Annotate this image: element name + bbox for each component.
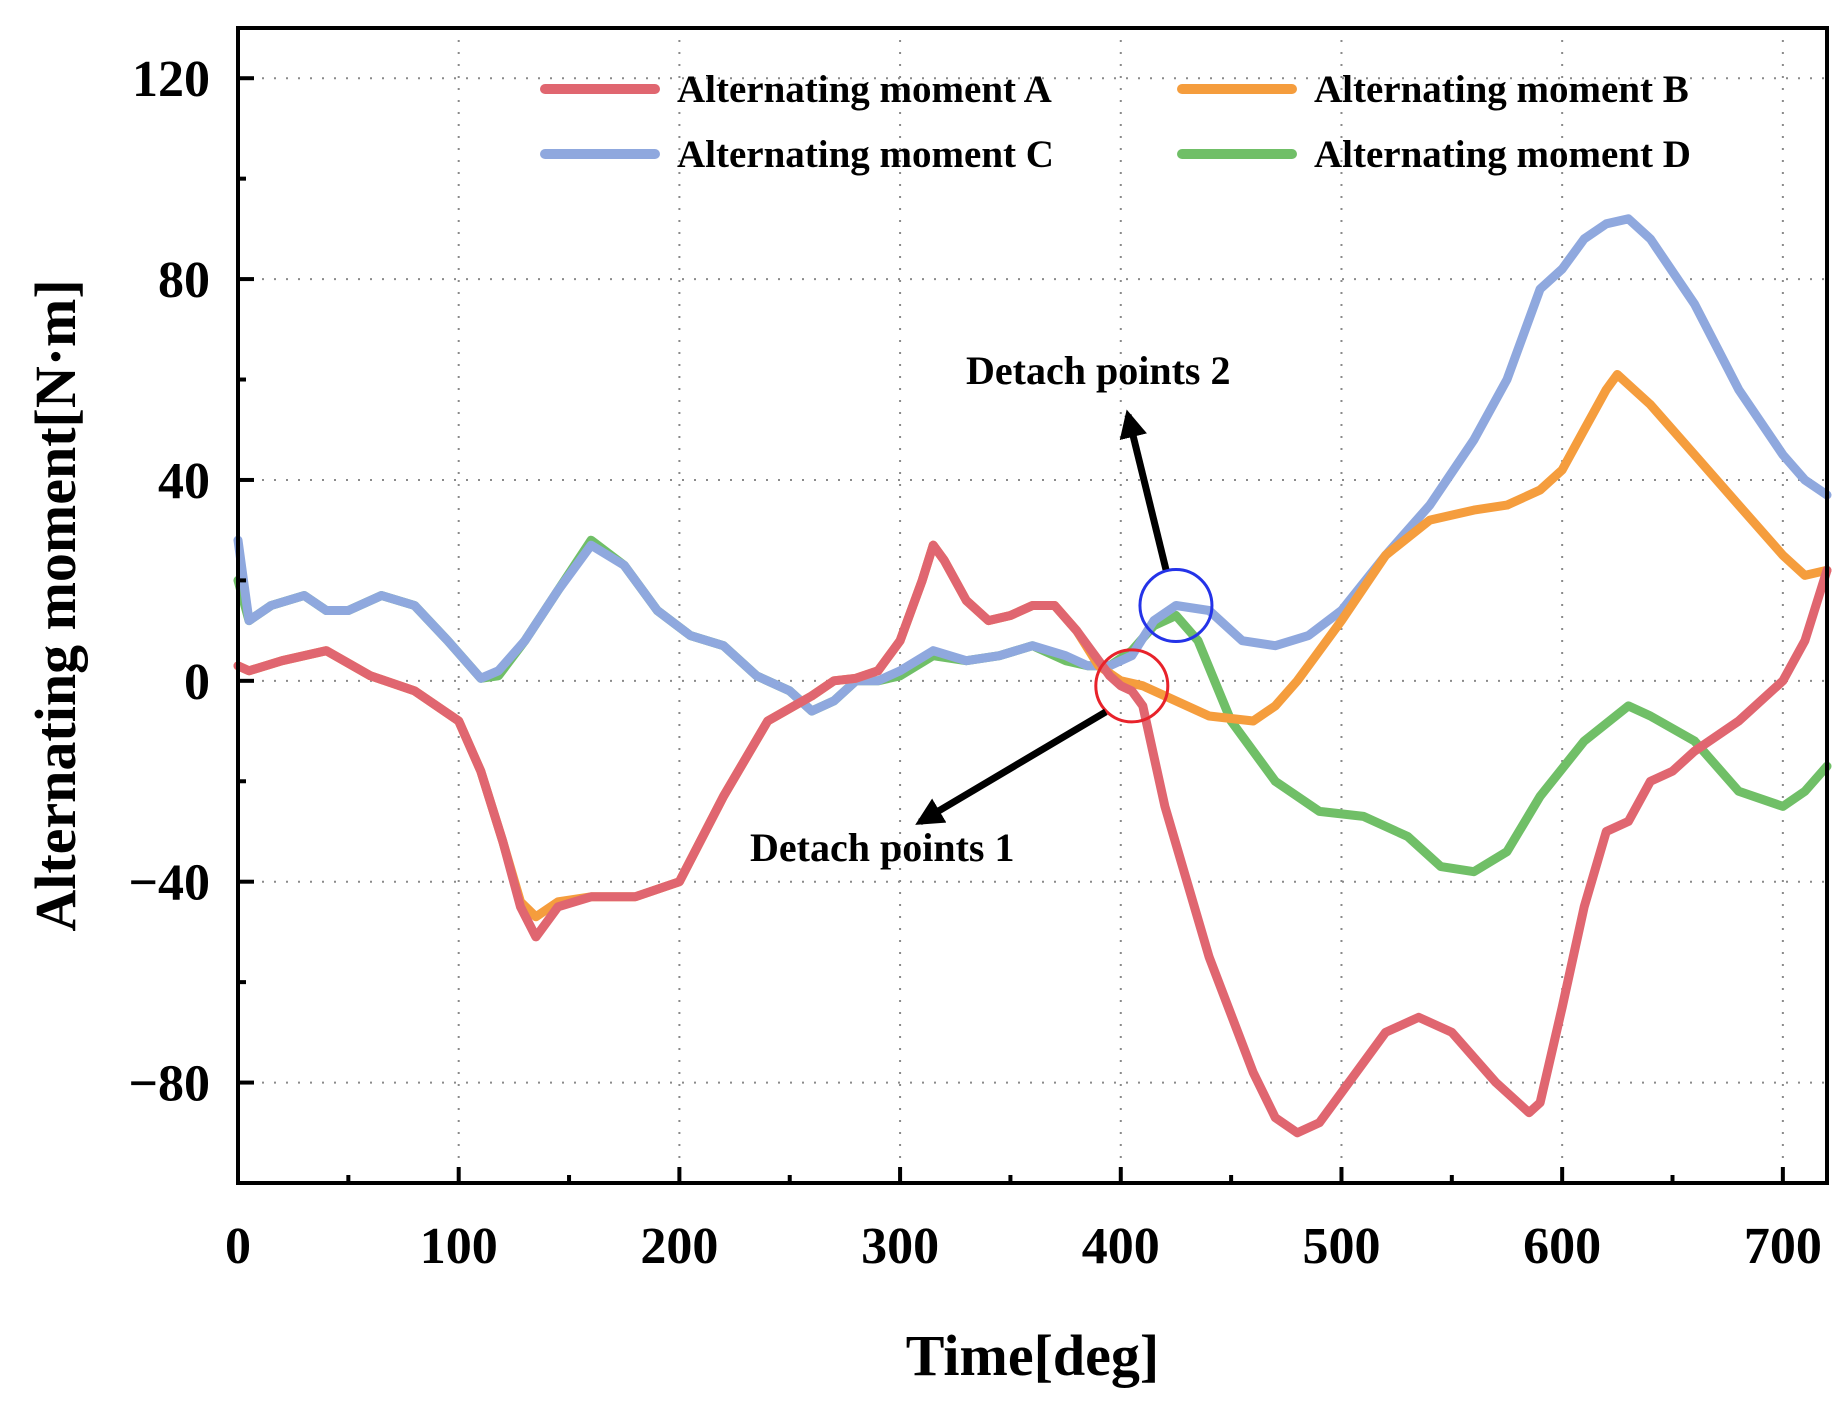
annotations: Detach points 1 Detach points 2 (750, 348, 1230, 870)
legend-label-b: Alternating moment B (1314, 68, 1689, 111)
x-axis-title: Time[deg] (906, 1323, 1159, 1388)
y-axis-title: Alternating moment[N·m] (23, 279, 88, 931)
detach-point-1-label: Detach points 1 (750, 825, 1014, 870)
legend-label-a: Alternating moment A (677, 68, 1052, 111)
detach-point-1-arrow (915, 708, 1108, 826)
y-tick-label: 80 (158, 252, 210, 309)
axis-ticks: 0 100 200 300 400 500 600 700 −80 −40 0 40 80 120 (128, 51, 1822, 1275)
legend-label-c: Alternating moment C (677, 133, 1054, 176)
x-tick-label: 200 (640, 1218, 718, 1275)
legend: Alternating moment A Alternating moment B… (540, 68, 1691, 176)
plot-frame (236, 26, 1829, 1185)
series-line-c (233, 214, 1832, 716)
plot-series (233, 214, 1832, 1138)
detach-point-2-arrow (1119, 409, 1170, 571)
y-tick-label: −40 (128, 855, 210, 912)
series-line-d (233, 535, 1832, 877)
x-tick-label: 500 (1302, 1218, 1380, 1275)
detach-point-1-circle (1094, 648, 1170, 724)
x-tick-label: 300 (861, 1218, 939, 1275)
x-tick-label: 0 (225, 1218, 251, 1275)
y-tick-label: 40 (158, 453, 210, 510)
detach-point-2-label: Detach points 2 (966, 348, 1230, 393)
y-tick-label: 120 (132, 51, 210, 108)
x-tick-label: 700 (1744, 1218, 1822, 1275)
y-tick-label: −80 (128, 1056, 210, 1113)
x-tick-label: 600 (1523, 1218, 1601, 1275)
legend-label-d: Alternating moment D (1314, 133, 1691, 176)
x-tick-label: 400 (1082, 1218, 1160, 1275)
y-tick-label: 0 (184, 654, 210, 711)
x-tick-label: 100 (420, 1218, 498, 1275)
series-line-a (233, 540, 1832, 1138)
detach-point-2-circle (1138, 568, 1214, 643)
